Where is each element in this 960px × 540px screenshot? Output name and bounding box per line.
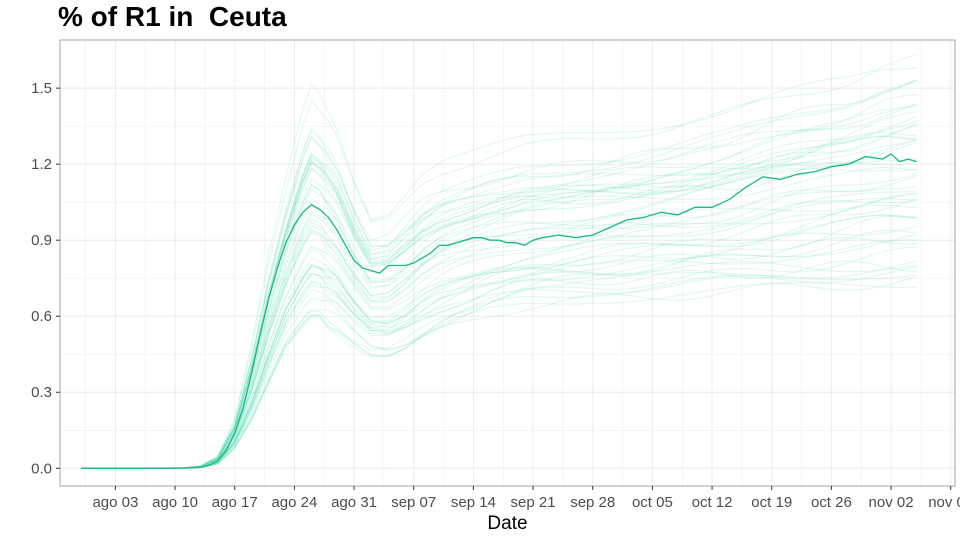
median-line-layer [81, 153, 917, 469]
x-axis: ago 03 ago 10 ago 17 ago 24 ago 31 sep 07 sep … [92, 486, 960, 511]
simulation-line [81, 136, 917, 469]
simulation-line [81, 111, 917, 469]
simulation-line [81, 67, 917, 469]
simulation-line [81, 197, 917, 469]
simulation-line [81, 155, 917, 469]
y-tick-label: 0.3 [31, 384, 52, 401]
simulation-line [81, 103, 917, 469]
simulation-line [81, 234, 917, 469]
simulation-line [81, 237, 917, 469]
y-tick-label: 0.6 [31, 308, 52, 325]
simulation-line [81, 200, 917, 469]
x-tick-label: nov 02 [869, 494, 914, 511]
simulation-line [81, 229, 917, 469]
simulation-line [81, 204, 917, 469]
y-tick-label: 0.9 [31, 232, 52, 249]
simulation-line [81, 115, 917, 469]
simulation-line [81, 214, 917, 469]
x-tick-label: ago 31 [331, 494, 377, 511]
x-tick-label: ago 24 [271, 494, 317, 511]
simulation-line [81, 103, 917, 469]
x-tick-label: oct 26 [811, 494, 852, 511]
simulation-line [81, 79, 917, 469]
simulation-line [81, 276, 917, 469]
simulation-line [81, 135, 917, 469]
simulation-line [81, 123, 917, 469]
chart-title: % of R1 in Ceuta [58, 1, 287, 32]
x-tick-label: sep 07 [391, 494, 436, 511]
y-tick-label: 0.0 [31, 460, 52, 477]
y-tick-label: 1.2 [31, 156, 52, 173]
x-axis-title: Date [487, 513, 527, 534]
x-tick-label: ago 17 [212, 494, 258, 511]
simulation-lines [81, 54, 917, 469]
simulation-line [81, 225, 917, 469]
median-line [81, 153, 917, 469]
x-tick-label: oct 19 [751, 494, 792, 511]
simulation-line [81, 120, 917, 469]
simulation-line [81, 140, 917, 469]
simulation-line [81, 105, 917, 469]
y-tick-label: 1.5 [31, 80, 52, 97]
simulation-line [81, 239, 917, 469]
simulation-line [81, 138, 917, 469]
x-tick-label: ago 03 [92, 494, 138, 511]
simulation-line [81, 282, 917, 469]
simulation-line [81, 260, 917, 469]
simulation-line [81, 54, 917, 469]
grid-layer [60, 40, 955, 486]
simulation-line [81, 246, 917, 469]
x-tick-label: nov 09 [928, 494, 960, 511]
simulation-line [81, 142, 917, 469]
simulation-line [81, 266, 917, 469]
x-tick-label: ago 10 [152, 494, 198, 511]
x-tick-label: sep 14 [451, 494, 496, 511]
simulation-line [81, 175, 917, 469]
simulation-line [81, 131, 917, 469]
simulation-line [81, 184, 917, 469]
simulation-line [81, 79, 917, 469]
simulation-line [81, 159, 917, 469]
simulation-line [81, 173, 917, 469]
simulation-line [81, 215, 917, 469]
x-tick-label: oct 05 [632, 494, 673, 511]
y-axis: 0.0 0.3 0.6 0.9 1.2 1.5 [31, 80, 60, 477]
simulation-line [81, 130, 917, 469]
simulation-line [81, 272, 917, 469]
x-tick-label: sep 28 [570, 494, 615, 511]
simulation-line [81, 161, 917, 469]
simulation-line [81, 260, 917, 469]
simulation-line [81, 190, 917, 469]
simulation-line [81, 80, 917, 469]
x-tick-label: oct 12 [692, 494, 733, 511]
panel-border [59, 39, 956, 487]
simulation-line [81, 94, 917, 469]
simulation-line [81, 124, 917, 469]
x-tick-label: sep 21 [511, 494, 556, 511]
simulation-line [81, 198, 917, 469]
